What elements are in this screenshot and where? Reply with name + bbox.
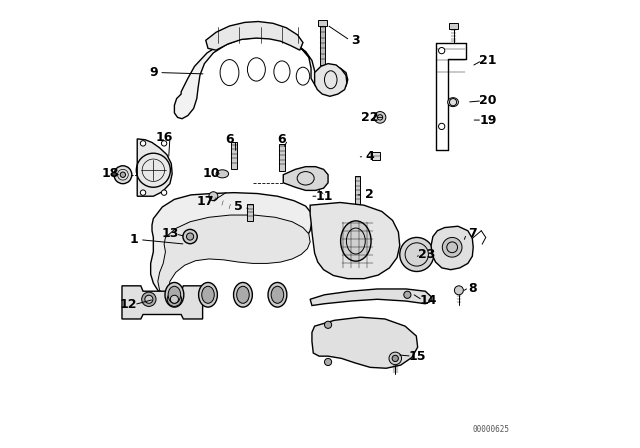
Bar [279, 144, 285, 171]
Polygon shape [315, 64, 347, 96]
Text: 8: 8 [468, 282, 477, 296]
Circle shape [161, 141, 167, 146]
Circle shape [404, 291, 411, 298]
Circle shape [167, 292, 182, 306]
Ellipse shape [268, 283, 287, 307]
Text: 4: 4 [366, 150, 374, 164]
Polygon shape [431, 226, 473, 270]
Text: 7: 7 [468, 227, 477, 241]
Polygon shape [158, 215, 310, 298]
Polygon shape [150, 193, 312, 296]
Circle shape [141, 292, 156, 306]
Ellipse shape [202, 286, 214, 303]
Circle shape [183, 229, 197, 244]
Circle shape [324, 358, 332, 366]
Text: 9: 9 [149, 66, 157, 79]
Text: 1: 1 [130, 233, 138, 246]
Text: 15: 15 [409, 349, 426, 363]
Bar [372, 152, 380, 160]
Bar [248, 204, 253, 221]
Text: 00000625: 00000625 [472, 425, 509, 434]
Circle shape [114, 166, 132, 184]
Text: 16: 16 [156, 131, 173, 145]
Circle shape [324, 321, 332, 328]
Text: 17: 17 [197, 195, 214, 208]
Ellipse shape [165, 283, 184, 307]
Ellipse shape [271, 286, 284, 303]
Circle shape [454, 286, 463, 295]
Text: 23: 23 [418, 248, 435, 261]
Polygon shape [137, 139, 172, 196]
Text: 11: 11 [316, 190, 333, 203]
Ellipse shape [448, 98, 458, 107]
Circle shape [374, 112, 386, 123]
Text: 5: 5 [234, 200, 243, 214]
Text: 18: 18 [102, 167, 119, 181]
Circle shape [120, 172, 125, 177]
Ellipse shape [340, 221, 371, 261]
Polygon shape [122, 286, 203, 319]
Text: 14: 14 [420, 293, 437, 307]
Text: 12: 12 [120, 298, 137, 311]
Circle shape [145, 295, 153, 303]
Text: 19: 19 [479, 113, 497, 127]
Circle shape [170, 295, 179, 303]
Circle shape [161, 190, 167, 195]
Polygon shape [310, 289, 431, 306]
Circle shape [392, 355, 399, 362]
Circle shape [140, 141, 146, 146]
Circle shape [186, 233, 194, 240]
Bar [321, 26, 325, 65]
Polygon shape [284, 167, 328, 190]
Ellipse shape [216, 170, 228, 178]
Bar [231, 142, 237, 169]
Text: 2: 2 [365, 188, 374, 202]
Polygon shape [174, 35, 348, 119]
Polygon shape [312, 317, 418, 368]
Bar [355, 176, 360, 206]
Circle shape [209, 192, 218, 201]
Text: 20: 20 [479, 94, 497, 108]
Text: 22: 22 [360, 111, 378, 124]
Bar [318, 20, 327, 26]
Circle shape [389, 352, 401, 365]
Circle shape [140, 190, 146, 195]
Ellipse shape [168, 286, 180, 303]
Text: 13: 13 [161, 227, 179, 241]
Ellipse shape [198, 283, 218, 307]
Text: 10: 10 [203, 167, 220, 181]
Text: 6: 6 [225, 133, 234, 146]
Text: 21: 21 [479, 54, 497, 67]
Circle shape [400, 237, 434, 271]
Text: 3: 3 [351, 34, 360, 47]
Circle shape [442, 237, 462, 257]
Polygon shape [206, 22, 303, 50]
Ellipse shape [234, 283, 252, 307]
Circle shape [438, 47, 445, 54]
Text: 6: 6 [278, 133, 286, 146]
Ellipse shape [237, 286, 249, 303]
Polygon shape [310, 202, 400, 279]
Circle shape [438, 123, 445, 129]
Bar [449, 23, 458, 29]
